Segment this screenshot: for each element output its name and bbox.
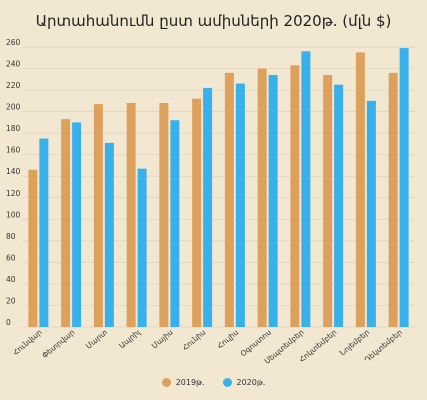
bar-2020թ.-Օգոստոս[interactable] [268,75,278,327]
bar-2020թ.-Հոկտեմբեր[interactable] [334,84,344,327]
y-tick-label: 200 [6,103,21,112]
y-tick-label: 0 [6,318,11,327]
bar-2020թ.-Նոյեմբեր[interactable] [366,100,376,327]
bar-2020թ.-Մարտ[interactable] [104,142,114,327]
bar-2019թ.-Հուլիս[interactable] [224,72,234,327]
bar-2020թ.-Ապրիլ[interactable] [137,168,147,327]
legend-label-series-1: 2019թ. [175,378,205,387]
bar-2019թ.-Հունվար[interactable] [28,169,38,327]
legend-swatch-series-1 [161,378,171,387]
y-axis-ticks: 0 20 40 60 80 100 120 140 160 180 200 220 240 260 [6,38,21,327]
legend: 2019թ. 2020թ. [0,378,427,387]
y-tick-label: 260 [6,38,21,47]
bar-2019թ.-Մայիս[interactable] [159,103,169,327]
y-tick-label: 160 [6,146,21,155]
bar-2019թ.-Սեպտեմբեր[interactable] [290,65,300,328]
bar-2020թ.-Փետրվար[interactable] [72,122,82,327]
chart-title: Արտահանումն ըստ ամիսների 2020թ. (մլն $) [35,12,392,30]
y-tick-label: 100 [6,210,21,219]
bar-2019թ.-Հոկտեմբեր[interactable] [323,75,333,327]
bar-2020թ.-Մայիս[interactable] [170,120,180,327]
legend-label-series-2: 2020թ. [236,378,266,387]
bar-2019թ.-Ապրիլ[interactable] [126,103,136,327]
x-tick-label: Հունիս [180,327,207,352]
bar-2020թ.-Սեպտեմբեր[interactable] [301,51,311,328]
legend-swatch-series-2 [222,378,232,387]
x-tick-label: Հունվար [11,327,44,357]
y-tick-label: 140 [6,167,21,176]
bar-2020թ.-Դեկտեմբեր[interactable] [399,48,409,327]
bar-2019թ.-Օգոստոս[interactable] [257,68,267,328]
x-tick-label: Ապրիլ [117,327,142,350]
legend-item-series-2[interactable]: 2020թ. [222,378,266,387]
x-tick-label: Հուլիս [215,327,240,350]
bar-2019թ.-Փետրվար[interactable] [61,119,71,328]
bar-2019թ.-Նոյեմբեր[interactable] [355,52,365,328]
bar-2020թ.-Հունիս[interactable] [203,87,213,327]
bars [28,48,409,328]
x-tick-label: Փետրվար [40,327,76,360]
bar-2019թ.-Հունիս[interactable] [192,98,202,327]
y-tick-label: 180 [6,124,21,133]
y-tick-label: 20 [6,296,16,305]
gridlines [22,46,415,328]
y-tick-label: 120 [6,189,21,198]
legend-item-series-1[interactable]: 2019թ. [161,378,205,387]
bar-2019թ.-Դեկտեմբեր[interactable] [388,72,398,327]
y-tick-label: 80 [6,232,16,241]
bar-2020թ.-Հուլիս[interactable] [235,83,245,327]
bar-2019թ.-Մարտ[interactable] [93,104,103,327]
x-tick-label: Մայիս [150,327,175,350]
y-tick-label: 60 [6,253,16,262]
y-tick-label: 240 [6,60,21,69]
x-tick-label: Մարտ [84,328,109,351]
bar-2020թ.-Հունվար[interactable] [39,138,49,327]
y-tick-label: 40 [6,275,16,284]
y-tick-label: 220 [6,81,21,90]
